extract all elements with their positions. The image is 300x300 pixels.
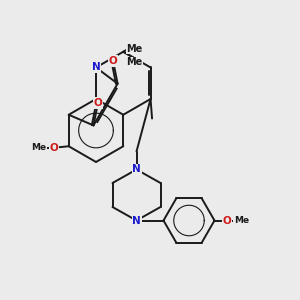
Text: N: N: [132, 164, 141, 175]
Text: Me: Me: [31, 143, 46, 152]
Text: Me: Me: [127, 44, 143, 54]
Text: N: N: [92, 62, 100, 73]
Text: Me: Me: [234, 216, 249, 225]
Text: O: O: [94, 98, 102, 108]
Text: O: O: [222, 215, 231, 226]
Text: O: O: [109, 56, 118, 66]
Text: N: N: [132, 215, 141, 226]
Text: Me: Me: [127, 57, 143, 67]
Text: O: O: [49, 143, 58, 153]
